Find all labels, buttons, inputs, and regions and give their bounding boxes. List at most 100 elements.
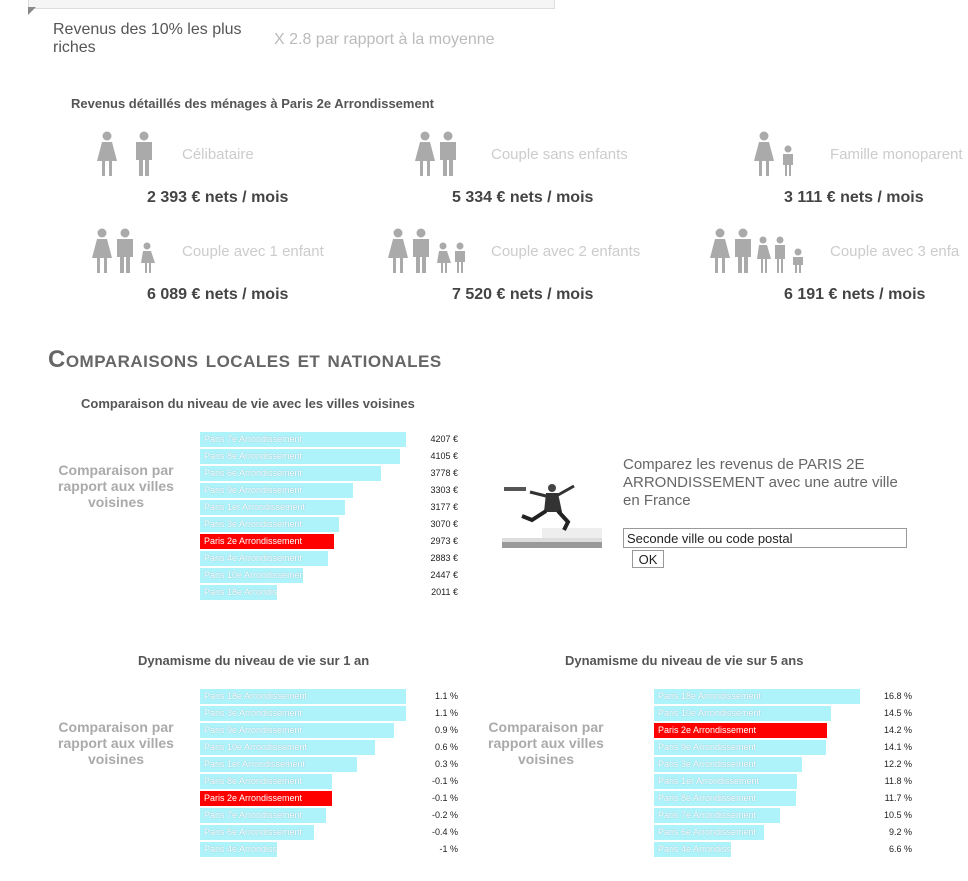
bar-label-8: Paris 10e Arrondissement <box>204 570 303 580</box>
couple-figures-icon <box>414 131 460 177</box>
rich-income-value: X 2.8 par rapport à la moyenne <box>274 31 495 48</box>
bar-9: Paris 4e Arrondissement <box>654 842 731 857</box>
bar-8: Paris 10e Arrondissement <box>200 568 303 583</box>
bar-8: Paris 6e Arrondissement <box>654 825 764 840</box>
bar-6: Paris 2e Arrondissement <box>200 791 333 806</box>
bar-3: Paris 10e Arrondissement <box>200 740 376 755</box>
bar-label-0: Paris 18e Arrondissement <box>204 691 308 701</box>
bar-value-3: 3303 € <box>430 485 458 495</box>
bar-value-2: 3778 € <box>430 468 458 478</box>
bar-7: Paris 4e Arrondissement <box>200 551 329 566</box>
bar-value-5: 3070 € <box>430 519 458 529</box>
bar-label-5: Paris 8e Arrondissement <box>204 776 303 786</box>
bar-8: Paris 6e Arrondissement <box>200 825 314 840</box>
bar-value-9: 2011 € <box>431 587 458 597</box>
bar-value-2: 0.9 % <box>434 725 458 735</box>
bar-label-7: Paris 4e Arrondissement <box>204 553 303 563</box>
ok-button[interactable]: OK <box>632 550 664 568</box>
comparison-label-1-year: Comparaison par rapport aux villes voisi… <box>58 719 174 767</box>
bar-3: Paris 9e Arrondissement <box>200 483 353 498</box>
household-type-couple: Couple sans enfants <box>491 146 628 163</box>
household-amount-single-parent: 3 111 € nets / mois <box>784 189 924 206</box>
bar-label-9: Paris 4e Arrondissement <box>658 844 731 854</box>
bar-value-8: 2447 € <box>430 570 458 580</box>
bar-value-0: 4207 € <box>430 434 458 444</box>
bar-4: Paris 3e Arrondissement <box>654 757 802 772</box>
bar-value-1: 4105 € <box>430 451 458 461</box>
bar-1: Paris 10e Arrondissement <box>654 706 831 721</box>
bar-label-2: Paris 6e Arrondissement <box>204 468 303 478</box>
bar-value-5: 11.8 % <box>884 776 912 786</box>
bar-9: Paris 4e Arrondissement <box>200 842 277 857</box>
bar-6: Paris 8e Arrondissement <box>654 791 796 806</box>
bar-value-9: 6.6 % <box>888 844 912 854</box>
corner-marker <box>28 7 36 15</box>
bar-value-9: -1 % <box>439 844 458 854</box>
bar-0: Paris 18e Arrondissement <box>654 689 860 704</box>
bar-label-9: Paris 4e Arrondissement <box>204 844 277 854</box>
bar-label-6: Paris 8e Arrondissement <box>658 793 757 803</box>
bar-5: Paris 1er Arrondissement <box>654 774 797 789</box>
bar-5: Paris 8e Arrondissement <box>200 774 333 789</box>
bar-label-7: Paris 7e Arrondissement <box>658 810 757 820</box>
bar-0: Paris 18e Arrondissement <box>200 689 406 704</box>
bar-3: Paris 9e Arrondissement <box>654 740 826 755</box>
comparison-label-5-years: Comparaison par rapport aux villes voisi… <box>488 719 604 767</box>
household-type-single-parent: Famille monoparent <box>830 146 963 163</box>
bar-label-1: Paris 3e Arrondissement <box>204 708 303 718</box>
bar-label-3: Paris 10e Arrondissement <box>204 742 308 752</box>
bar-6: Paris 2e Arrondissement <box>200 534 334 549</box>
single-parent-figures-icon <box>753 131 803 177</box>
bar-4: Paris 1er Arrondissement <box>200 500 346 515</box>
couple-three-children-figures-icon <box>709 228 809 274</box>
bar-4: Paris 1er Arrondissement <box>200 757 357 772</box>
bar-value-6: 11.7 % <box>884 793 912 803</box>
jumping-businessman-image <box>502 478 602 550</box>
bar-value-3: 0.6 % <box>434 742 458 752</box>
household-amount-couple-three-children: 6 191 € nets / mois <box>784 286 926 303</box>
household-type-couple-three-children: Couple avec 3 enfa <box>830 243 960 260</box>
bar-label-4: Paris 1er Arrondissement <box>204 502 306 512</box>
bar-label-4: Paris 3e Arrondissement <box>658 759 757 769</box>
bar-label-4: Paris 1er Arrondissement <box>204 759 306 769</box>
bar-label-5: Paris 3e Arrondissement <box>204 519 303 529</box>
household-type-couple-one-child: Couple avec 1 enfant <box>182 243 324 260</box>
bar-9: Paris 18e Arrondissement <box>200 585 277 600</box>
bar-label-5: Paris 1er Arrondissement <box>658 776 760 786</box>
bar-value-2: 14.2 % <box>883 725 912 735</box>
bar-1: Paris 3e Arrondissement <box>200 706 406 721</box>
comparison-label: Comparaison par rapport aux villes voisi… <box>58 462 174 510</box>
bar-2: Paris 2e Arrondissement <box>654 723 828 738</box>
bar-value-3: 14.1 % <box>883 742 912 752</box>
bar-value-4: 12.2 % <box>883 759 912 769</box>
bar-label-2: Paris 9e Arrondissement <box>204 725 303 735</box>
bar-label-3: Paris 9e Arrondissement <box>658 742 757 752</box>
households-title: Revenus détaillés des ménages à Paris 2e… <box>71 96 434 111</box>
section-title: Comparaisons locales et nationales <box>48 346 442 373</box>
bar-value-8: 9.2 % <box>888 827 912 837</box>
chart-title-1-year: Dynamisme du niveau de vie sur 1 an <box>138 653 370 668</box>
bar-7: Paris 7e Arrondissement <box>200 808 327 823</box>
household-amount-single: 2 393 € nets / mois <box>147 189 289 206</box>
bar-value-4: 0.3 % <box>434 759 458 769</box>
bar-value-7: 10.5 % <box>883 810 912 820</box>
top-panel-edge <box>28 0 555 9</box>
bar-value-4: 3177 € <box>430 502 458 512</box>
household-amount-couple-two-children: 7 520 € nets / mois <box>452 286 594 303</box>
bar-7: Paris 7e Arrondissement <box>654 808 781 823</box>
bar-label-0: Paris 18e Arrondissement <box>658 691 762 701</box>
bar-label-1: Paris 8e Arrondissement <box>204 451 303 461</box>
bar-0: Paris 7e Arrondissement <box>200 432 406 447</box>
bar-label-3: Paris 9e Arrondissement <box>204 485 303 495</box>
bar-value-0: 16.8 % <box>883 691 912 701</box>
bar-value-7: -0.2 % <box>431 810 458 820</box>
bar-2: Paris 6e Arrondissement <box>200 466 381 481</box>
bar-value-5: -0.1 % <box>431 776 458 786</box>
bar-value-6: -0.1 % <box>431 793 458 803</box>
household-amount-couple-one-child: 6 089 € nets / mois <box>147 286 289 303</box>
couple-one-child-figures-icon <box>91 228 161 274</box>
couple-two-children-figures-icon <box>387 228 471 274</box>
bar-2: Paris 9e Arrondissement <box>200 723 394 738</box>
city-search-input[interactable] <box>623 528 907 548</box>
bar-value-1: 1.1 % <box>434 708 458 718</box>
